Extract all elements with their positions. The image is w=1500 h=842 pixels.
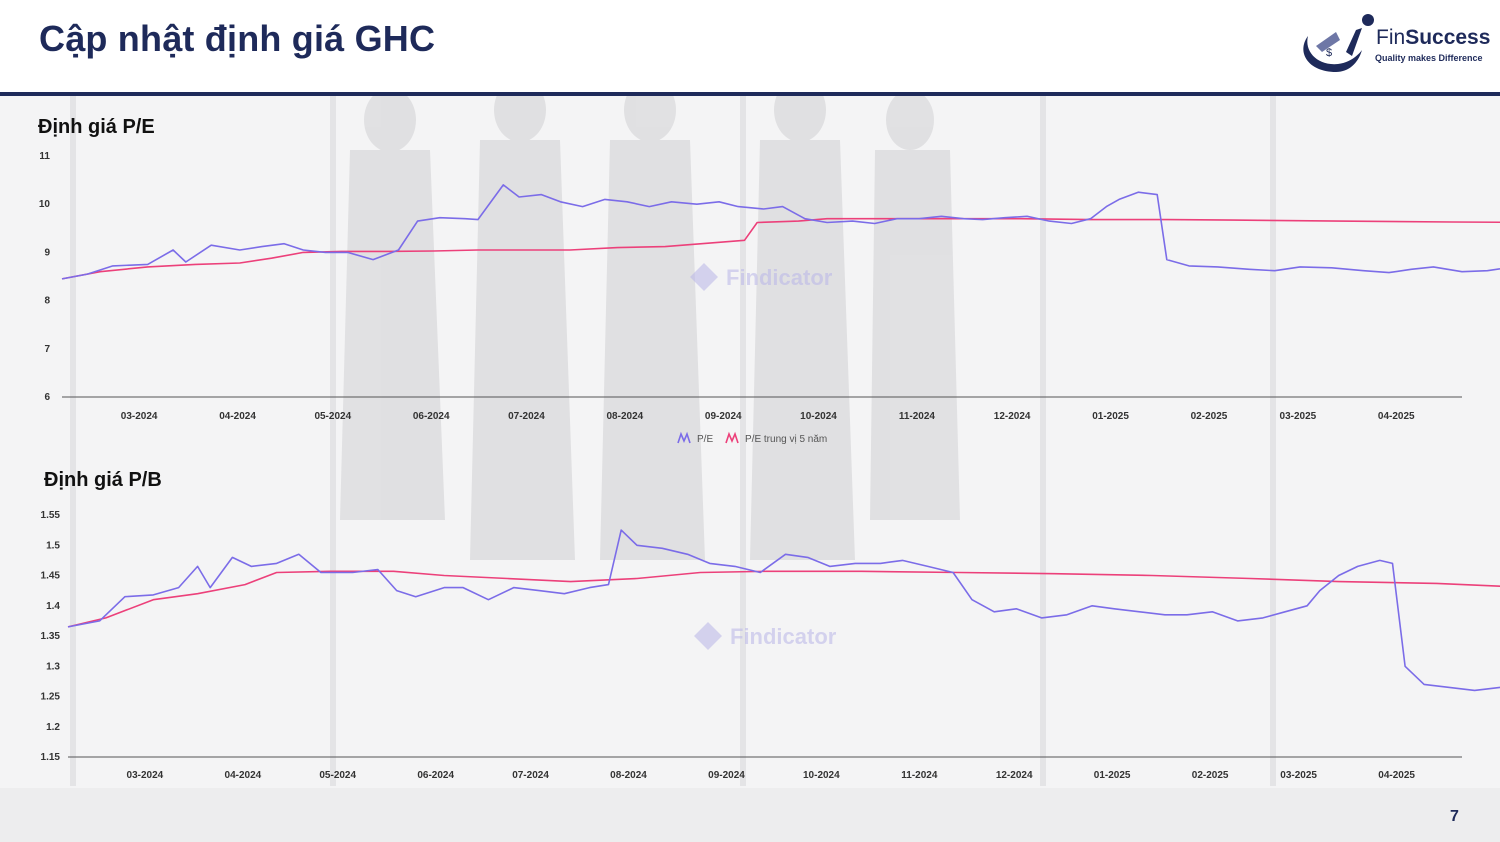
svg-text:$: $: [1326, 47, 1332, 59]
pb-x-tick-label: 06-2024: [417, 770, 454, 781]
page-number: 7: [1450, 808, 1459, 825]
pe-x-tick-label: 11-2024: [899, 411, 936, 422]
header-divider: [0, 92, 1500, 96]
pe-chart: Findicator 6 7 8 9 10 11 03-2024 04-2024 05-2024 0…: [39, 151, 1500, 445]
pb-y-tick-label: 1.5: [46, 540, 60, 551]
pe-x-tick-label: 08-2024: [607, 411, 644, 422]
legend-swatch-icon: [677, 431, 691, 444]
pb-series-line-median: [67, 570, 1500, 628]
pe-x-tick-label: 09-2024: [705, 411, 742, 422]
pb-y-tick-label: 1.2: [46, 722, 60, 733]
pe-watermark: Findicator: [690, 263, 833, 291]
pb-x-tick-label: 04-2025: [1378, 770, 1415, 781]
pe-legend-item[interactable]: P/E trung vị 5 năm: [725, 431, 827, 445]
pb-y-tick-label: 1.15: [41, 752, 61, 763]
pb-y-tick-label: 1.35: [41, 631, 61, 642]
pb-x-tick-label: 09-2024: [708, 770, 745, 781]
pb-x-tick-label: 02-2025: [1192, 770, 1229, 781]
pe-series-line-primary: [61, 184, 1500, 280]
legend-label: P/E: [697, 434, 713, 445]
finsuccess-logo: $ FinSuccess Quality makes Difference: [1296, 12, 1496, 84]
pb-series-line-primary: [67, 529, 1500, 692]
pe-x-tick-label: 04-2024: [219, 411, 256, 422]
footer-band: [0, 788, 1500, 842]
pe-x-tick-label: 02-2025: [1191, 411, 1228, 422]
pb-x-tick-label: 03-2024: [127, 770, 164, 781]
pe-x-tick-label: 03-2025: [1280, 411, 1317, 422]
pe-y-tick-label: 9: [44, 247, 50, 258]
legend-swatch-icon: [725, 431, 739, 444]
pe-section-title: Định giá P/E: [38, 116, 155, 138]
pe-x-tick-label: 06-2024: [413, 411, 450, 422]
pe-y-tick-label: 6: [44, 392, 50, 403]
pb-x-tick-label: 11-2024: [901, 770, 938, 781]
pb-x-tick-label: 08-2024: [610, 770, 647, 781]
watermark-text: Findicator: [730, 624, 837, 649]
watermark-text: Findicator: [726, 265, 833, 290]
pb-x-tick-label: 01-2025: [1094, 770, 1131, 781]
legend-label: P/E trung vị 5 năm: [745, 434, 827, 445]
pb-y-tick-label: 1.25: [41, 692, 61, 703]
pe-x-tick-label: 07-2024: [508, 411, 545, 422]
findicator-icon: [690, 263, 718, 291]
pb-x-tick-label: 04-2024: [225, 770, 262, 781]
pb-y-tick-label: 1.4: [46, 601, 60, 612]
pe-y-tick-label: 8: [44, 296, 50, 307]
pe-y-tick-label: 7: [44, 344, 50, 355]
pb-x-tick-label: 03-2025: [1280, 770, 1317, 781]
pe-x-tick-label: 12-2024: [994, 411, 1031, 422]
pb-y-tick-label: 1.55: [41, 510, 61, 521]
pe-y-tick-label: 10: [39, 199, 51, 210]
pb-section-title: Định giá P/B: [44, 469, 162, 491]
pb-y-tick-label: 1.45: [41, 571, 61, 582]
pb-watermark: Findicator: [694, 622, 837, 650]
pe-x-tick-label: 10-2024: [800, 411, 837, 422]
pb-x-tick-label: 12-2024: [996, 770, 1033, 781]
pb-x-tick-label: 10-2024: [803, 770, 840, 781]
pb-chart: Findicator 1.15 1.2 1.25 1.3 1.35 1.4 1.45 1.5 1.…: [41, 510, 1500, 805]
runner-swoosh-icon: $: [1303, 14, 1374, 72]
pe-x-tick-label: 01-2025: [1092, 411, 1129, 422]
logo-tagline: Quality makes Difference: [1375, 53, 1483, 63]
pe-y-tick-label: 11: [39, 151, 50, 162]
pb-x-tick-label: 07-2024: [512, 770, 549, 781]
pe-x-tick-label: 05-2024: [314, 411, 351, 422]
pe-legend-item[interactable]: P/E: [677, 431, 713, 445]
pb-y-tick-label: 1.3: [46, 661, 60, 672]
slide-header: [0, 0, 1500, 92]
pe-x-tick-label: 04-2025: [1378, 411, 1415, 422]
logo-name: FinSuccess: [1376, 26, 1491, 49]
pb-x-tick-label: 05-2024: [319, 770, 356, 781]
pe-x-tick-label: 03-2024: [121, 411, 158, 422]
page-title: Cập nhật định giá GHC: [39, 18, 436, 59]
findicator-icon: [694, 622, 722, 650]
